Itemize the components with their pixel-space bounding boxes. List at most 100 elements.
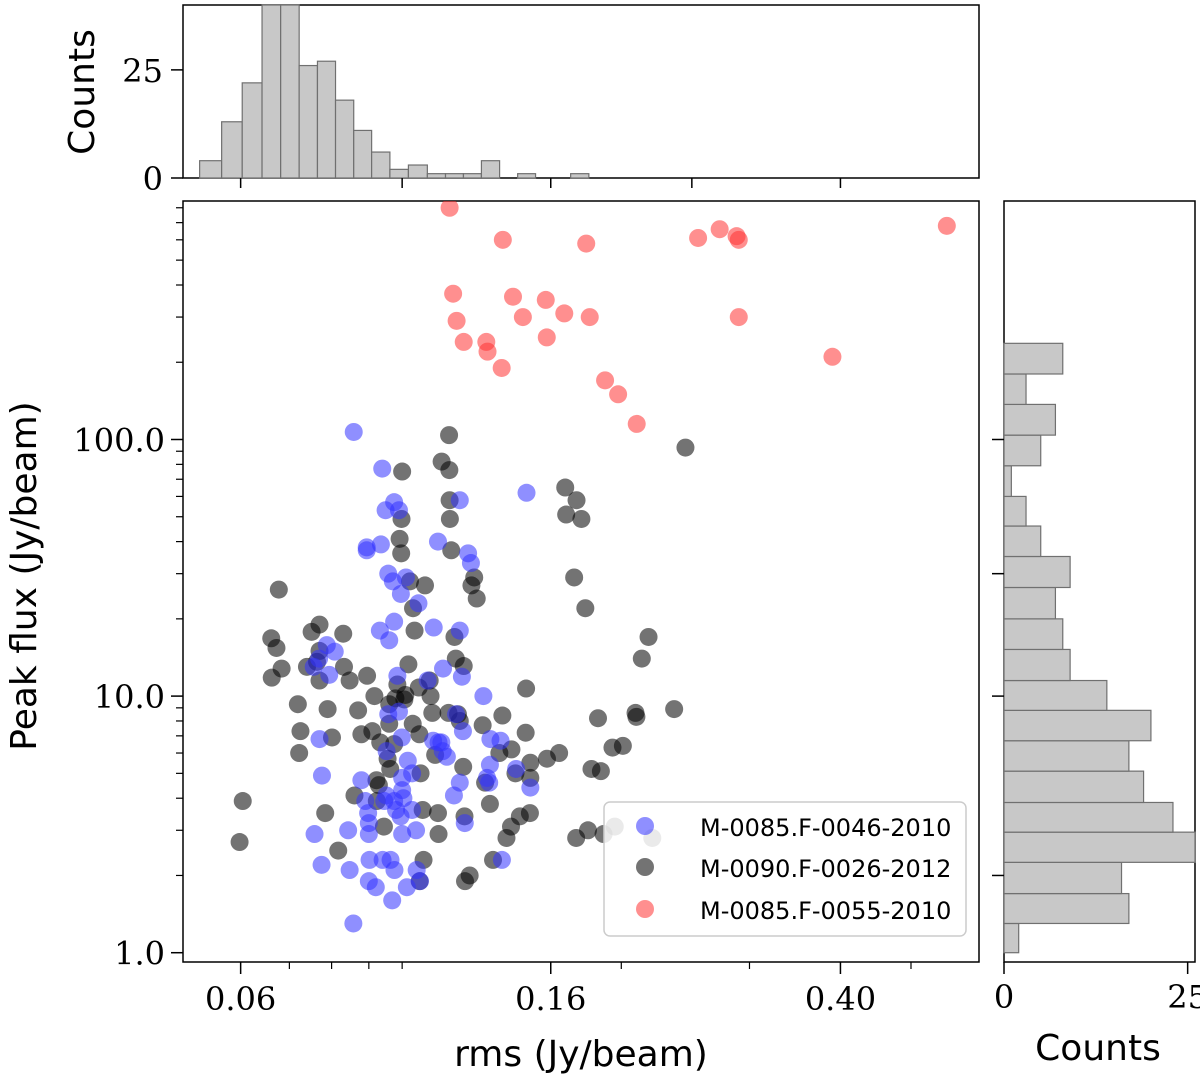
data-point [450,773,469,792]
top-histogram: 0 25 [122,4,980,198]
data-point [392,544,411,563]
data-point [596,371,615,390]
right-histogram-bar [1003,922,1020,954]
right-histogram-bar [1003,465,1012,498]
data-point [393,825,412,844]
data-point [267,638,286,657]
data-point [493,706,512,725]
top-histogram-bar [570,173,590,179]
y-tick-label: 1.0 [114,935,165,973]
data-point [305,825,324,844]
right-histogram-bar [1003,648,1071,682]
data-point [377,742,396,761]
top-histogram-bar [517,173,537,179]
data-point [424,618,443,637]
data-point [269,580,288,599]
data-point [233,792,252,811]
data-point [452,667,471,686]
data-point [316,804,335,823]
data-point [665,700,684,719]
top-histogram-bar [480,160,501,179]
right-histogram-bar [1003,434,1042,467]
data-point [371,535,390,554]
data-point [389,702,408,721]
data-point [447,705,466,724]
right-histogram-x-tick-label: 25 [1167,978,1200,1016]
top-histogram-bar [371,151,391,179]
data-point [325,642,344,661]
data-point [318,700,337,719]
data-point [521,778,540,797]
top-histogram-bar [426,173,447,179]
data-point [627,414,646,433]
data-point [480,773,499,792]
data-point [407,821,426,840]
data-point [520,804,539,823]
data-point [580,308,599,327]
data-point [434,659,453,678]
data-point [340,671,359,690]
right-histogram-bar [1003,342,1064,375]
data-point [385,861,404,880]
data-point [440,426,459,445]
top-histogram-bar [353,129,373,179]
data-point [359,825,378,844]
top-histogram-bar [280,4,300,179]
right-histogram-bar [1003,373,1027,406]
data-point [288,695,307,714]
top-histogram-bar [241,82,263,179]
top-histogram-bar [407,164,428,179]
right-histogram-x-tick-label: 0 [994,978,1014,1016]
data-point [291,722,310,741]
data-point [409,594,428,613]
data-point [823,347,842,366]
data-point [639,627,658,646]
data-point [272,659,291,678]
data-point [516,723,535,742]
data-point [416,576,435,595]
top-histogram-bar [261,4,282,179]
data-point [383,891,402,910]
data-point [352,771,371,790]
data-point [550,744,569,763]
data-point [444,284,463,303]
data-point [396,568,415,587]
legend-label-3: M-0085.F-0055-2010 [700,897,951,925]
x-tick-label: 0.16 [515,980,586,1018]
data-point [304,657,323,676]
data-point [320,665,339,684]
data-point [437,747,456,766]
data-point [405,621,424,640]
data-point [410,872,429,891]
data-point [392,728,411,747]
scatter-panel: 0.06 0.16 0.40 1.0 10.0 100.0 [73,200,980,1018]
top-histogram-bar [298,64,319,179]
data-point [577,234,596,253]
data-point [454,332,473,351]
data-point [492,850,511,869]
data-point [373,459,392,478]
data-point [365,687,384,706]
data-point [478,342,497,361]
y-axis-label: Peak flux (Jy/beam) [4,401,45,750]
data-point [334,657,353,676]
data-point [410,725,429,744]
right-histogram-bar [1003,709,1152,742]
data-point [565,568,584,587]
data-point [517,483,536,502]
right-histogram: 0 25 [992,200,1200,1016]
data-point [429,825,448,844]
x-tick-label: 0.06 [205,980,276,1018]
right-histogram-xlabel: Counts [1035,1028,1161,1069]
data-point [388,666,407,685]
data-point [290,744,309,763]
data-point [572,509,591,528]
data-point [627,707,646,726]
data-point [504,287,523,306]
top-histogram-bar [316,60,337,179]
data-point [493,230,512,249]
data-point [556,478,575,497]
y-tick-label: 10.0 [94,678,165,716]
data-point [609,385,628,404]
